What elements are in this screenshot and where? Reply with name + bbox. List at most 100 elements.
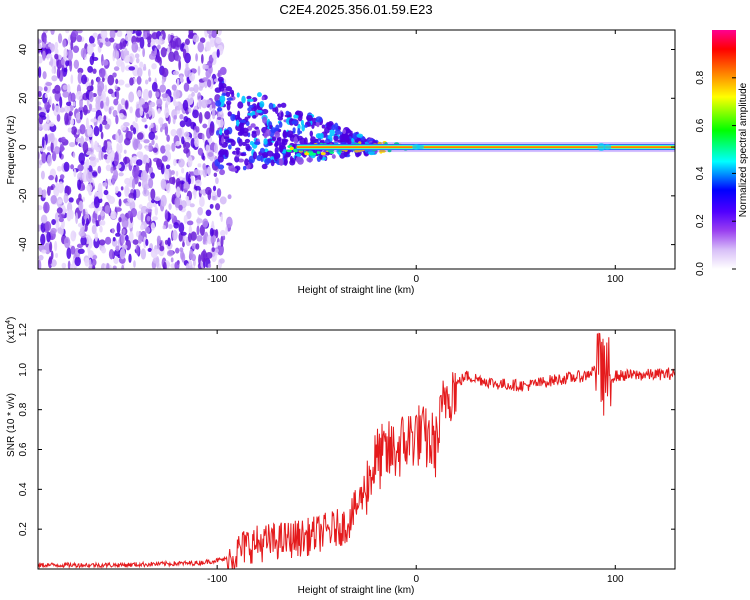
noise-blob bbox=[211, 51, 219, 60]
noise-blob bbox=[124, 83, 131, 88]
noise-blob bbox=[118, 198, 122, 207]
noise-blob bbox=[148, 177, 154, 189]
noise-blob bbox=[173, 221, 179, 229]
noise-blob bbox=[94, 231, 98, 242]
noise-blob bbox=[51, 75, 58, 82]
noise-blob bbox=[136, 132, 144, 140]
noise-blob bbox=[116, 222, 121, 234]
signal-blob bbox=[320, 152, 326, 156]
noise-blob bbox=[202, 77, 209, 82]
cone-blob bbox=[368, 149, 375, 156]
cone-blob bbox=[252, 151, 258, 160]
noise-blob bbox=[178, 59, 182, 71]
noise-blob bbox=[43, 86, 48, 92]
snr-y-tick-label: 0.2 bbox=[18, 522, 29, 536]
cone-blob bbox=[297, 127, 301, 136]
signal-blob bbox=[329, 151, 335, 154]
noise-blob bbox=[73, 59, 80, 69]
noise-blob bbox=[116, 191, 122, 198]
cone-blob bbox=[222, 149, 228, 155]
noise-blob bbox=[68, 111, 73, 117]
noise-blob bbox=[184, 136, 191, 143]
noise-blob bbox=[108, 249, 115, 260]
noise-blob bbox=[72, 151, 76, 159]
noise-blob bbox=[70, 245, 76, 255]
cone-blob bbox=[293, 114, 299, 119]
noise-blob bbox=[78, 152, 86, 164]
noise-blob bbox=[159, 245, 165, 252]
noise-blob bbox=[75, 112, 81, 121]
noise-blob bbox=[72, 45, 80, 53]
cone-blob bbox=[292, 127, 296, 133]
noise-blob bbox=[205, 251, 213, 259]
noise-blob bbox=[176, 128, 183, 137]
noise-blob bbox=[195, 243, 200, 250]
noise-blob bbox=[167, 33, 171, 42]
noise-blob bbox=[50, 30, 55, 35]
noise-blob bbox=[84, 137, 89, 142]
noise-blob bbox=[67, 127, 72, 133]
noise-blob bbox=[127, 210, 133, 219]
noise-blob bbox=[205, 209, 212, 217]
cone-blob bbox=[242, 165, 247, 171]
noise-blob bbox=[184, 66, 191, 78]
cone-blob bbox=[265, 129, 271, 137]
noise-blob bbox=[214, 248, 219, 253]
noise-blob bbox=[102, 182, 108, 187]
noise-blob bbox=[193, 83, 199, 94]
noise-blob bbox=[143, 139, 150, 144]
spectrogram-marks bbox=[38, 30, 675, 269]
noise-blob bbox=[115, 78, 119, 85]
noise-blob bbox=[98, 239, 106, 246]
cone-blob bbox=[244, 158, 249, 166]
noise-blob bbox=[44, 221, 52, 232]
cone-blob bbox=[277, 116, 284, 121]
noise-blob bbox=[161, 67, 169, 78]
cone-blob bbox=[217, 154, 224, 163]
noise-blob bbox=[63, 236, 71, 249]
noise-blob bbox=[144, 226, 151, 234]
noise-blob bbox=[140, 205, 148, 214]
noise-blob bbox=[92, 32, 98, 38]
noise-blob bbox=[43, 201, 50, 214]
noise-blob bbox=[100, 150, 104, 160]
signal-blob bbox=[316, 150, 321, 155]
noise-blob bbox=[45, 81, 53, 87]
noise-blob bbox=[170, 213, 175, 219]
noise-blob bbox=[136, 76, 142, 85]
noise-blob bbox=[56, 207, 63, 214]
noise-blob bbox=[126, 50, 130, 56]
noise-blob bbox=[139, 36, 145, 49]
spectrogram-x-tick-label: 0 bbox=[413, 274, 419, 285]
noise-blob bbox=[63, 192, 69, 204]
noise-blob bbox=[186, 210, 192, 220]
noise-blob bbox=[67, 260, 71, 269]
noise-blob bbox=[185, 195, 190, 201]
noise-blob bbox=[41, 249, 47, 254]
noise-blob bbox=[183, 82, 190, 92]
cone-blob bbox=[334, 129, 341, 135]
snr-y-tick-label: 1.2 bbox=[18, 323, 29, 337]
noise-blob bbox=[60, 58, 65, 66]
noise-blob bbox=[173, 115, 177, 120]
noise-blob bbox=[88, 35, 95, 44]
noise-blob bbox=[135, 159, 143, 166]
noise-blob bbox=[141, 103, 148, 109]
cone-blob bbox=[219, 169, 225, 176]
noise-blob bbox=[172, 229, 178, 241]
cone-blob bbox=[333, 135, 339, 142]
noise-blob bbox=[82, 184, 86, 191]
noise-blob bbox=[206, 41, 210, 52]
noise-blob bbox=[76, 243, 84, 249]
noise-blob bbox=[38, 205, 43, 211]
cone-blob bbox=[242, 131, 249, 137]
noise-blob bbox=[90, 118, 97, 123]
cone-blob bbox=[301, 123, 306, 132]
cone-blob bbox=[237, 158, 244, 163]
noise-blob bbox=[202, 123, 208, 129]
noise-blob bbox=[150, 122, 154, 129]
noise-blob bbox=[49, 185, 54, 191]
cone-blob bbox=[315, 116, 323, 123]
noise-blob bbox=[133, 188, 137, 201]
noise-blob bbox=[112, 48, 118, 59]
